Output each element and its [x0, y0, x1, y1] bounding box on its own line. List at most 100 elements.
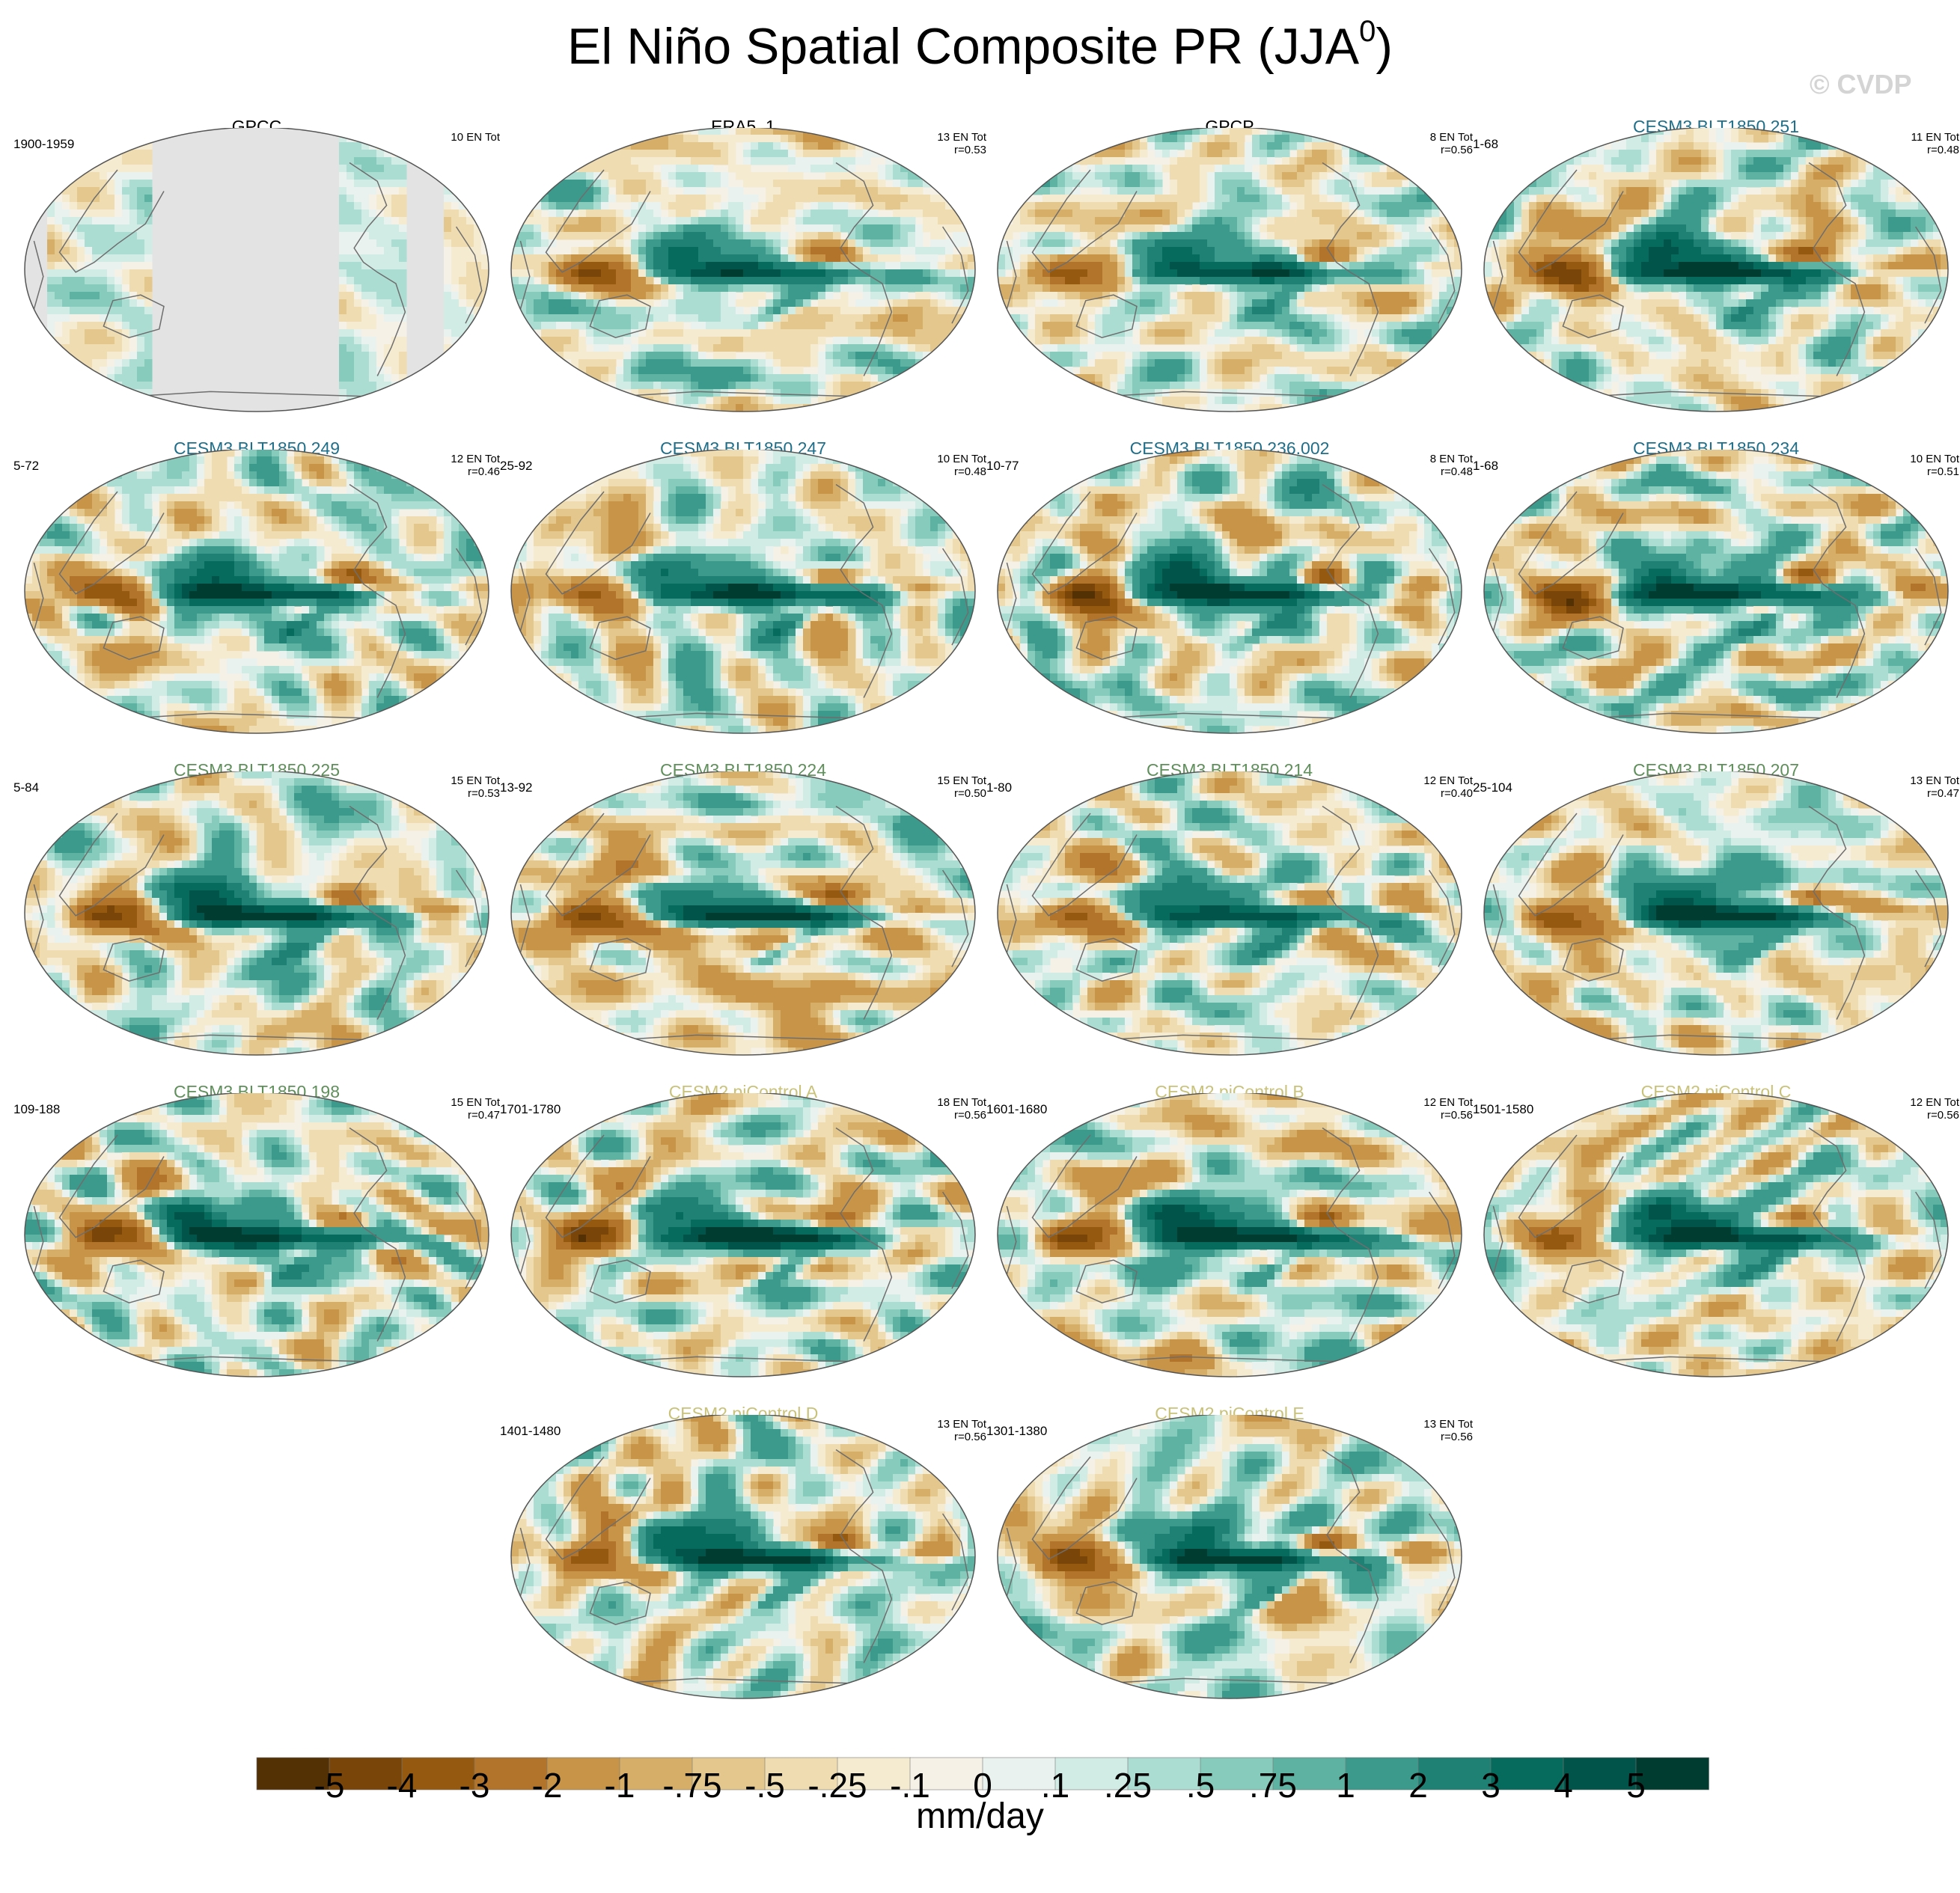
coastline — [455, 226, 483, 324]
colorbar-tick-label: .75 — [1249, 1766, 1297, 1805]
map-border — [510, 450, 976, 734]
colorbar-tick-label: 1 — [1336, 1766, 1355, 1805]
map-border — [1483, 450, 1949, 734]
coastline — [1492, 884, 1503, 953]
colorbar-swatch — [256, 1757, 330, 1790]
coastline — [1576, 391, 1856, 398]
colorbar-swatch — [982, 1757, 1056, 1790]
panel-en-count: 12 EN Tot — [1910, 1096, 1959, 1109]
coastline — [1322, 1127, 1379, 1342]
coastline — [545, 813, 651, 917]
coastline — [1914, 548, 1942, 646]
panel-en-count: 13 EN Tot — [1423, 1418, 1473, 1431]
coastline — [835, 162, 893, 376]
robinson-map — [24, 128, 489, 412]
panel-en-count: 11 EN Tot — [1911, 131, 1959, 144]
robinson-map — [510, 450, 976, 734]
coastline — [603, 1356, 883, 1363]
coastline — [835, 1449, 893, 1663]
coastline — [519, 562, 531, 631]
coastline — [589, 294, 651, 338]
map-panel-grid: GPCC 1900-1959 10 EN Tot ERA5_1 13 EN Tot r=0… — [13, 116, 1959, 1699]
panel-pattern-correlation: r=0.56 — [1927, 1109, 1959, 1122]
panel-en-count: 12 EN Tot — [1423, 1096, 1473, 1109]
coastline — [1428, 1513, 1456, 1611]
title-text: El Niño Spatial Composite PR (JJA — [567, 18, 1359, 75]
map-panel: CESM3 BLT1850 251 1-68 11 EN Tot r=0.48 — [1473, 116, 1959, 423]
map-border — [997, 450, 1462, 734]
panel-period: 10-77 — [986, 459, 1019, 474]
coastline — [1031, 169, 1138, 273]
robinson-map — [997, 1093, 1462, 1377]
coastline — [1562, 938, 1624, 982]
coastline — [1006, 1527, 1017, 1597]
coastline — [1075, 1259, 1138, 1303]
coastline — [545, 1456, 651, 1560]
colorbar-tick-label: 3 — [1481, 1766, 1500, 1805]
panel-en-count: 8 EN Tot — [1430, 131, 1473, 144]
colorbar-tick-label: -5 — [314, 1766, 345, 1805]
panel-period: 5-84 — [13, 780, 39, 795]
coastline — [589, 1259, 651, 1303]
coastline — [589, 1581, 651, 1625]
panel-pattern-correlation: r=0.47 — [1927, 787, 1959, 800]
coastline — [1031, 1456, 1138, 1560]
panel-pattern-correlation: r=0.56 — [954, 1109, 986, 1122]
map-border — [510, 128, 976, 412]
coastline — [1006, 240, 1017, 310]
coastline — [603, 1678, 883, 1685]
coastline — [1808, 805, 1866, 1020]
coastline — [1808, 483, 1866, 698]
figure-title: El Niño Spatial Composite PR (JJA0) — [0, 16, 1960, 76]
map-border — [510, 1415, 976, 1699]
panel-pattern-correlation: r=0.53 — [954, 144, 986, 156]
coastline — [1518, 169, 1624, 273]
coastline — [1031, 1134, 1138, 1238]
colorbar-swatch — [909, 1757, 983, 1790]
coastline — [117, 391, 397, 398]
panel-period: 1-68 — [1473, 137, 1498, 152]
panel-en-count: 12 EN Tot — [1423, 774, 1473, 787]
robinson-map — [997, 1415, 1462, 1699]
map-panel: CESM3 BLT1850 224 13-92 15 EN Tot r=0.50 — [500, 759, 986, 1066]
coastline — [1075, 1581, 1138, 1625]
coastline — [1006, 562, 1017, 631]
coastline — [941, 548, 969, 646]
coastline — [1492, 1205, 1503, 1275]
panel-period: 25-104 — [1473, 780, 1512, 795]
panel-en-count: 15 EN Tot — [451, 1096, 500, 1109]
coastline — [545, 1134, 651, 1238]
coastline — [58, 169, 165, 273]
panel-pattern-correlation: r=0.56 — [1441, 1109, 1473, 1122]
map-border — [1483, 128, 1949, 412]
coastline — [519, 1527, 531, 1597]
coastline — [455, 869, 483, 967]
map-panel: CESM3 BLT1850 225 5-84 15 EN Tot r=0.53 — [13, 759, 500, 1066]
panel-pattern-correlation: r=0.51 — [1927, 465, 1959, 478]
coastline — [1428, 548, 1456, 646]
coastline — [1562, 616, 1624, 660]
map-border — [24, 450, 489, 734]
map-panel: CESM3 BLT1850 247 25-92 10 EN Tot r=0.48 — [500, 438, 986, 744]
coastline — [1576, 1356, 1856, 1363]
coastline — [1031, 813, 1138, 917]
coastline — [1518, 1134, 1624, 1238]
colorbar-swatch — [329, 1757, 403, 1790]
colorbar-swatch — [474, 1757, 548, 1790]
colorbar-tick-label: 0 — [973, 1766, 992, 1805]
coastline — [117, 712, 397, 720]
colorbar-swatch — [837, 1757, 911, 1790]
colorbar-tick-label: -3 — [460, 1766, 490, 1805]
coastline — [545, 169, 651, 273]
coastline — [941, 226, 969, 324]
coastline — [1562, 1259, 1624, 1303]
panel-pattern-correlation: r=0.48 — [1441, 465, 1473, 478]
colorbar-swatch — [1345, 1757, 1419, 1790]
coastline — [1518, 813, 1624, 917]
robinson-map — [510, 128, 976, 412]
coastline — [1428, 869, 1456, 967]
colorbar-swatch — [546, 1757, 620, 1790]
robinson-map — [997, 128, 1462, 412]
robinson-map — [510, 771, 976, 1056]
panel-period: 109-188 — [13, 1102, 60, 1117]
